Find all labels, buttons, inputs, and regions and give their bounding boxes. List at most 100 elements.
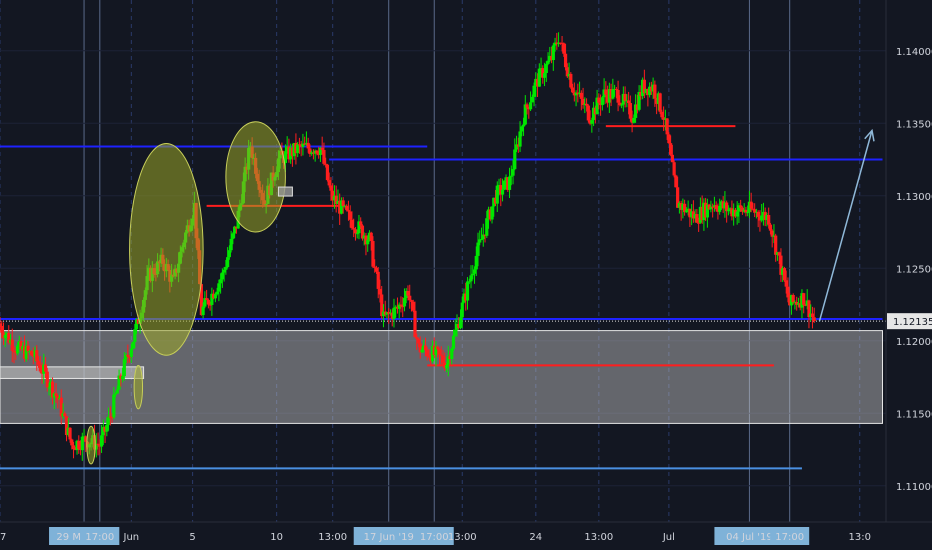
time-tick-label: 04 Jul '19 bbox=[726, 532, 773, 543]
candle-body bbox=[35, 350, 39, 362]
ellipse-2[interactable] bbox=[225, 121, 286, 233]
candle-body bbox=[744, 209, 748, 213]
candle-body bbox=[527, 107, 531, 110]
candle-body bbox=[199, 284, 203, 316]
candle-body bbox=[317, 153, 321, 155]
candle-body bbox=[98, 445, 102, 447]
candle-body bbox=[609, 89, 613, 99]
candle-body bbox=[133, 329, 137, 342]
candle-body bbox=[462, 293, 466, 303]
candle-body bbox=[201, 306, 205, 316]
candle-body bbox=[733, 209, 738, 217]
candle-body bbox=[234, 226, 238, 229]
candle-body bbox=[385, 312, 389, 315]
projection-arrow[interactable] bbox=[818, 130, 873, 322]
demand-zone[interactable] bbox=[0, 330, 883, 424]
candle-body bbox=[809, 313, 813, 318]
price-tick-label: 1.13500 bbox=[896, 119, 932, 130]
candle-body bbox=[332, 195, 337, 201]
candle-body bbox=[66, 427, 70, 436]
candle-body bbox=[591, 107, 596, 121]
time-tick-highlight bbox=[770, 527, 810, 545]
candle-body bbox=[581, 98, 585, 105]
candle-body bbox=[402, 297, 407, 307]
candle-body bbox=[719, 201, 724, 206]
candle-body bbox=[392, 307, 396, 319]
candle-body bbox=[798, 303, 802, 308]
candle-body bbox=[71, 445, 76, 450]
candle-body bbox=[646, 88, 650, 96]
candle-body bbox=[677, 203, 681, 208]
candle-body bbox=[486, 209, 491, 219]
candle-body bbox=[366, 239, 370, 245]
candle-body bbox=[374, 267, 379, 272]
marker-box[interactable] bbox=[277, 186, 293, 197]
candle-body bbox=[693, 214, 697, 219]
candle-body bbox=[324, 163, 328, 165]
candle-body bbox=[560, 42, 564, 44]
candle-body bbox=[73, 449, 77, 451]
candle-body bbox=[113, 393, 118, 395]
candle-body bbox=[698, 206, 702, 223]
candle-body bbox=[99, 435, 104, 447]
candle-body bbox=[15, 345, 20, 354]
candle-body bbox=[387, 312, 391, 314]
candle-body bbox=[513, 149, 517, 170]
candle-body bbox=[760, 215, 764, 221]
candle-body bbox=[700, 206, 704, 221]
candle-body bbox=[742, 209, 746, 212]
ellipse-4[interactable] bbox=[133, 364, 144, 410]
candle-body bbox=[464, 293, 468, 301]
candle-body bbox=[315, 150, 319, 154]
candle-body bbox=[313, 150, 317, 154]
candle-body bbox=[371, 240, 375, 267]
candle-body bbox=[28, 351, 32, 353]
candle-body bbox=[590, 120, 594, 124]
ellipse-1[interactable] bbox=[129, 143, 204, 356]
candle-body bbox=[297, 144, 302, 146]
candle-body bbox=[210, 293, 214, 305]
price-tick-label: 1.12000 bbox=[896, 337, 932, 348]
candle-body bbox=[669, 143, 673, 155]
ellipse-3[interactable] bbox=[86, 425, 96, 465]
candle-body bbox=[106, 416, 111, 425]
time-tick-label: 27 bbox=[0, 532, 6, 543]
candle-body bbox=[429, 356, 433, 362]
candle-body bbox=[616, 89, 620, 103]
price-axis[interactable]: 1.14000 1.13500 1.13000 1.12500 1.12000 1.115… bbox=[887, 47, 932, 493]
candle-body bbox=[690, 211, 694, 218]
candle-body bbox=[436, 346, 440, 350]
candle-body bbox=[57, 397, 62, 400]
candle-body bbox=[327, 180, 331, 186]
candle-body bbox=[220, 272, 224, 280]
candle-body bbox=[695, 214, 699, 223]
candle-body bbox=[602, 89, 606, 98]
candle-body bbox=[565, 67, 569, 77]
candle-body bbox=[47, 387, 51, 389]
candle-body bbox=[605, 94, 610, 103]
candle-body bbox=[434, 346, 438, 355]
candle-body bbox=[355, 233, 359, 235]
candle-body bbox=[586, 105, 590, 121]
candle-body bbox=[614, 88, 618, 90]
candle-body bbox=[357, 221, 361, 234]
candle-body bbox=[301, 143, 305, 147]
candle-body bbox=[483, 234, 487, 236]
candle-body bbox=[796, 303, 801, 305]
candle-body bbox=[765, 215, 769, 220]
small-zone[interactable] bbox=[0, 366, 145, 379]
candle-body bbox=[432, 345, 436, 355]
candle-body bbox=[425, 350, 429, 357]
candle-body bbox=[415, 337, 419, 339]
candle-body bbox=[373, 266, 377, 268]
candle-body bbox=[224, 267, 228, 270]
candle-body bbox=[457, 324, 461, 328]
candle-body bbox=[514, 144, 519, 150]
candle-body bbox=[634, 104, 638, 118]
candle-body bbox=[791, 294, 795, 303]
candle-body bbox=[562, 43, 566, 54]
candle-body bbox=[768, 224, 773, 231]
candle-body bbox=[548, 55, 552, 61]
